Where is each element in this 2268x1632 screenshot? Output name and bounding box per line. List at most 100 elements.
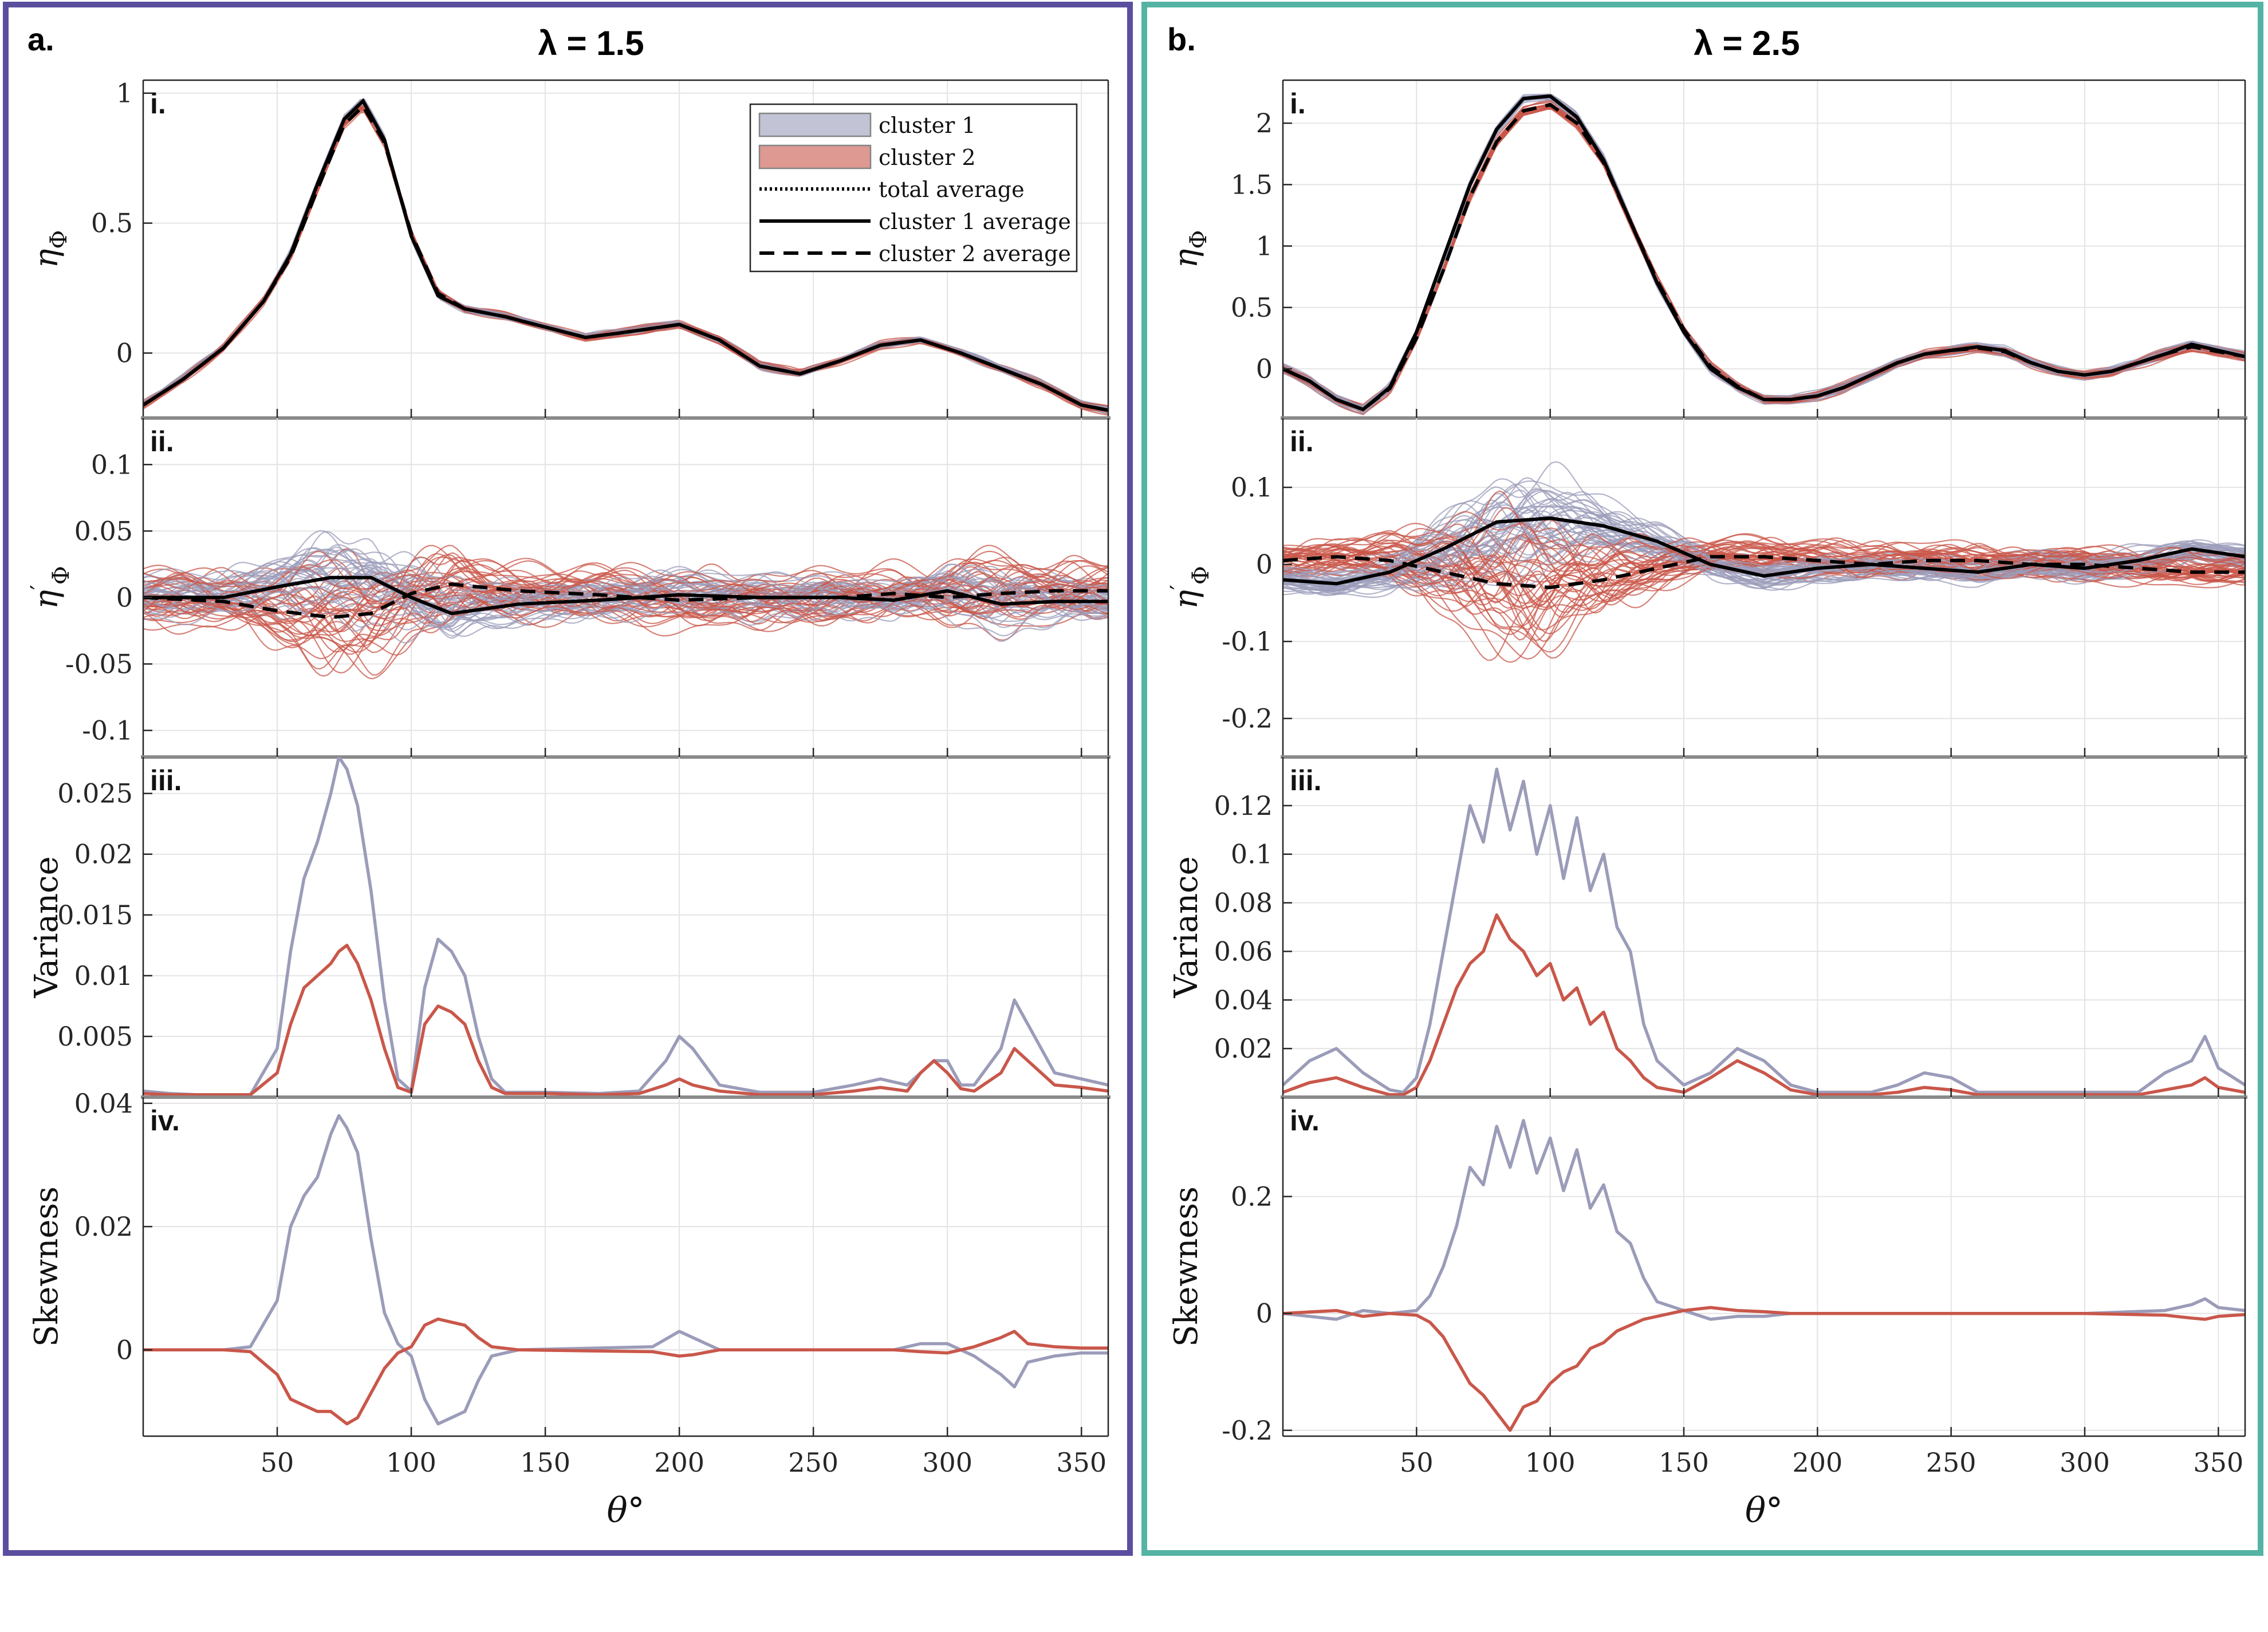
frame-a bbox=[3, 2, 1133, 1556]
subplot-a-i: 0 0.5 1 i. ηΦ bbox=[28, 78, 1111, 420]
cluster-2-line bbox=[143, 1317, 1108, 1426]
cluster-2-trace bbox=[1283, 507, 2245, 580]
cluster-2-trace bbox=[143, 589, 1108, 653]
cluster-2-trace bbox=[1283, 490, 2245, 571]
cluster-2-line bbox=[1283, 1306, 2245, 1432]
y-axis-label-subscript: Φ bbox=[1186, 230, 1212, 249]
y-tick-label: 0.015 bbox=[57, 900, 133, 931]
y-tick-label: 0.02 bbox=[1214, 1033, 1273, 1064]
subplot-label: iv. bbox=[1290, 1105, 1320, 1137]
y-tick-label: 0.06 bbox=[1214, 936, 1273, 967]
subplot-b-i: 0 0.5 1 1.5 2 i. ηΦ bbox=[1168, 79, 2247, 420]
y-tick-label: -0.05 bbox=[65, 648, 133, 679]
x-tick-label: 150 bbox=[520, 1447, 570, 1478]
y-tick-label: -0.1 bbox=[1222, 626, 1273, 657]
x-tick-label: 250 bbox=[788, 1447, 838, 1478]
legend-label: cluster 1 average bbox=[879, 209, 1071, 234]
subplot-b-iv: -0.2 0 0.2 50 100 150 200 250 300 350 iv. Skewness bbox=[1168, 1097, 2246, 1478]
cluster-2-trace bbox=[1283, 101, 2245, 411]
cluster-1-trace bbox=[1283, 514, 2245, 595]
cluster-1-trace bbox=[1283, 97, 2245, 410]
y-axis-label: Variance bbox=[1168, 856, 1205, 998]
subplot-label: iii. bbox=[1290, 764, 1322, 797]
x-tick-label: 300 bbox=[922, 1447, 972, 1478]
y-tick-label: 0.5 bbox=[1231, 292, 1273, 323]
cluster-1-trace bbox=[143, 564, 1108, 613]
plot-area bbox=[143, 1114, 1108, 1426]
legend: cluster 1 cluster 2 total average cluster 1… bbox=[749, 103, 1078, 273]
subplot-a-iv: 0 0.02 0.04 50 100 150 200 250 300 350 iv. Skewness bbox=[28, 1088, 1109, 1478]
subplot-label: ii. bbox=[1290, 425, 1314, 458]
cluster-2-trace bbox=[143, 560, 1108, 635]
y-tick-label: 0.04 bbox=[1214, 984, 1273, 1015]
y-axis-label: ηΦ bbox=[1168, 230, 1212, 268]
cluster-1-trace bbox=[143, 547, 1108, 628]
cluster-1-trace bbox=[1283, 529, 2245, 593]
cluster-2-trace bbox=[1283, 107, 2245, 412]
cluster-1-trace bbox=[1283, 97, 2245, 413]
frame-b bbox=[1141, 2, 2263, 1556]
cluster-2-trace bbox=[1283, 104, 2245, 407]
y-tick-label: 0.05 bbox=[74, 515, 133, 546]
y-axis-label-subscript: Φ bbox=[46, 230, 72, 249]
cluster-2-trace bbox=[143, 559, 1108, 624]
cluster-1-line bbox=[143, 1114, 1108, 1426]
cluster-2-trace bbox=[143, 580, 1108, 674]
legend-label: total average bbox=[879, 177, 1025, 202]
x-tick-label: 200 bbox=[1792, 1447, 1842, 1478]
cluster-2-trace bbox=[1283, 104, 2245, 412]
y-tick-label: 0.08 bbox=[1214, 888, 1273, 919]
y-tick-label: 0.1 bbox=[1231, 472, 1273, 503]
legend-swatch-cluster-2 bbox=[758, 144, 872, 169]
subplot-b-ii: -0.2 -0.1 0 0.1 ii. η′Φ bbox=[1166, 418, 2247, 759]
cluster-1-trace bbox=[1283, 98, 2245, 415]
cluster-1-trace bbox=[1283, 93, 2245, 407]
plot-area bbox=[1283, 461, 2245, 663]
y-axis-label: η′Φ bbox=[26, 566, 74, 609]
cluster-1-trace bbox=[1283, 94, 2245, 412]
y-tick-label: -0.2 bbox=[1222, 1415, 1273, 1446]
y-tick-label: 1 bbox=[1256, 231, 1273, 262]
cluster-1-trace bbox=[143, 544, 1108, 619]
cluster-2-trace bbox=[1283, 99, 2245, 409]
plot-area bbox=[1283, 1119, 2245, 1432]
legend-swatch-cluster-1 bbox=[758, 112, 872, 137]
subplot-label: iv. bbox=[150, 1105, 180, 1137]
subplots-layer: 00.51 i.ηΦ-0.1-0.0500.050.1ii.η′Φ0.0050.0… bbox=[26, 78, 2247, 1531]
y-axis-label-subscript: Φ bbox=[48, 566, 74, 585]
legend-label: cluster 2 average bbox=[879, 241, 1071, 266]
cluster-1-trace bbox=[143, 568, 1108, 639]
cluster-1-average-line bbox=[1283, 516, 2245, 586]
cluster-2-average-line bbox=[1283, 555, 2245, 590]
cluster-2-trace bbox=[1283, 104, 2245, 410]
plot-area bbox=[1283, 93, 2245, 416]
cluster-2-average-line bbox=[143, 582, 1108, 620]
y-tick-label: 0 bbox=[1256, 1298, 1273, 1329]
cluster-1-line bbox=[1283, 767, 2245, 1094]
y-axis-label: Skewness bbox=[28, 1186, 65, 1347]
plot-area bbox=[143, 757, 1108, 1097]
x-axis-label: θ° bbox=[607, 1491, 644, 1531]
legend-label: cluster 2 bbox=[879, 145, 976, 170]
y-tick-label: 0.1 bbox=[91, 449, 133, 480]
y-tick-label: 0 bbox=[116, 338, 133, 369]
x-tick-label: 250 bbox=[1926, 1447, 1976, 1478]
y-axis-label-symbol: η bbox=[1168, 590, 1205, 609]
y-axis-label: ηΦ bbox=[28, 230, 72, 268]
cluster-2-trace bbox=[143, 557, 1108, 613]
cluster-2-trace bbox=[1283, 547, 2245, 653]
x-tick-label: 50 bbox=[261, 1447, 294, 1478]
x-tick-label: 150 bbox=[1659, 1447, 1709, 1478]
y-tick-label: 1 bbox=[116, 78, 133, 109]
cluster-1-trace bbox=[1283, 94, 2245, 407]
title-b: λ = 2.5 bbox=[1694, 24, 1800, 62]
cluster-1-average-line bbox=[1283, 94, 2245, 412]
cluster-1-trace bbox=[1283, 93, 2245, 409]
cluster-1-line bbox=[1283, 1119, 2245, 1321]
y-tick-label: 0.5 bbox=[91, 208, 133, 239]
y-axis-label-subscript: Φ bbox=[1188, 566, 1214, 585]
y-tick-label: 0.1 bbox=[1231, 839, 1273, 870]
title-a: λ = 1.5 bbox=[538, 24, 644, 62]
cluster-2-line bbox=[143, 944, 1108, 1097]
y-tick-label: 0.01 bbox=[74, 960, 133, 991]
